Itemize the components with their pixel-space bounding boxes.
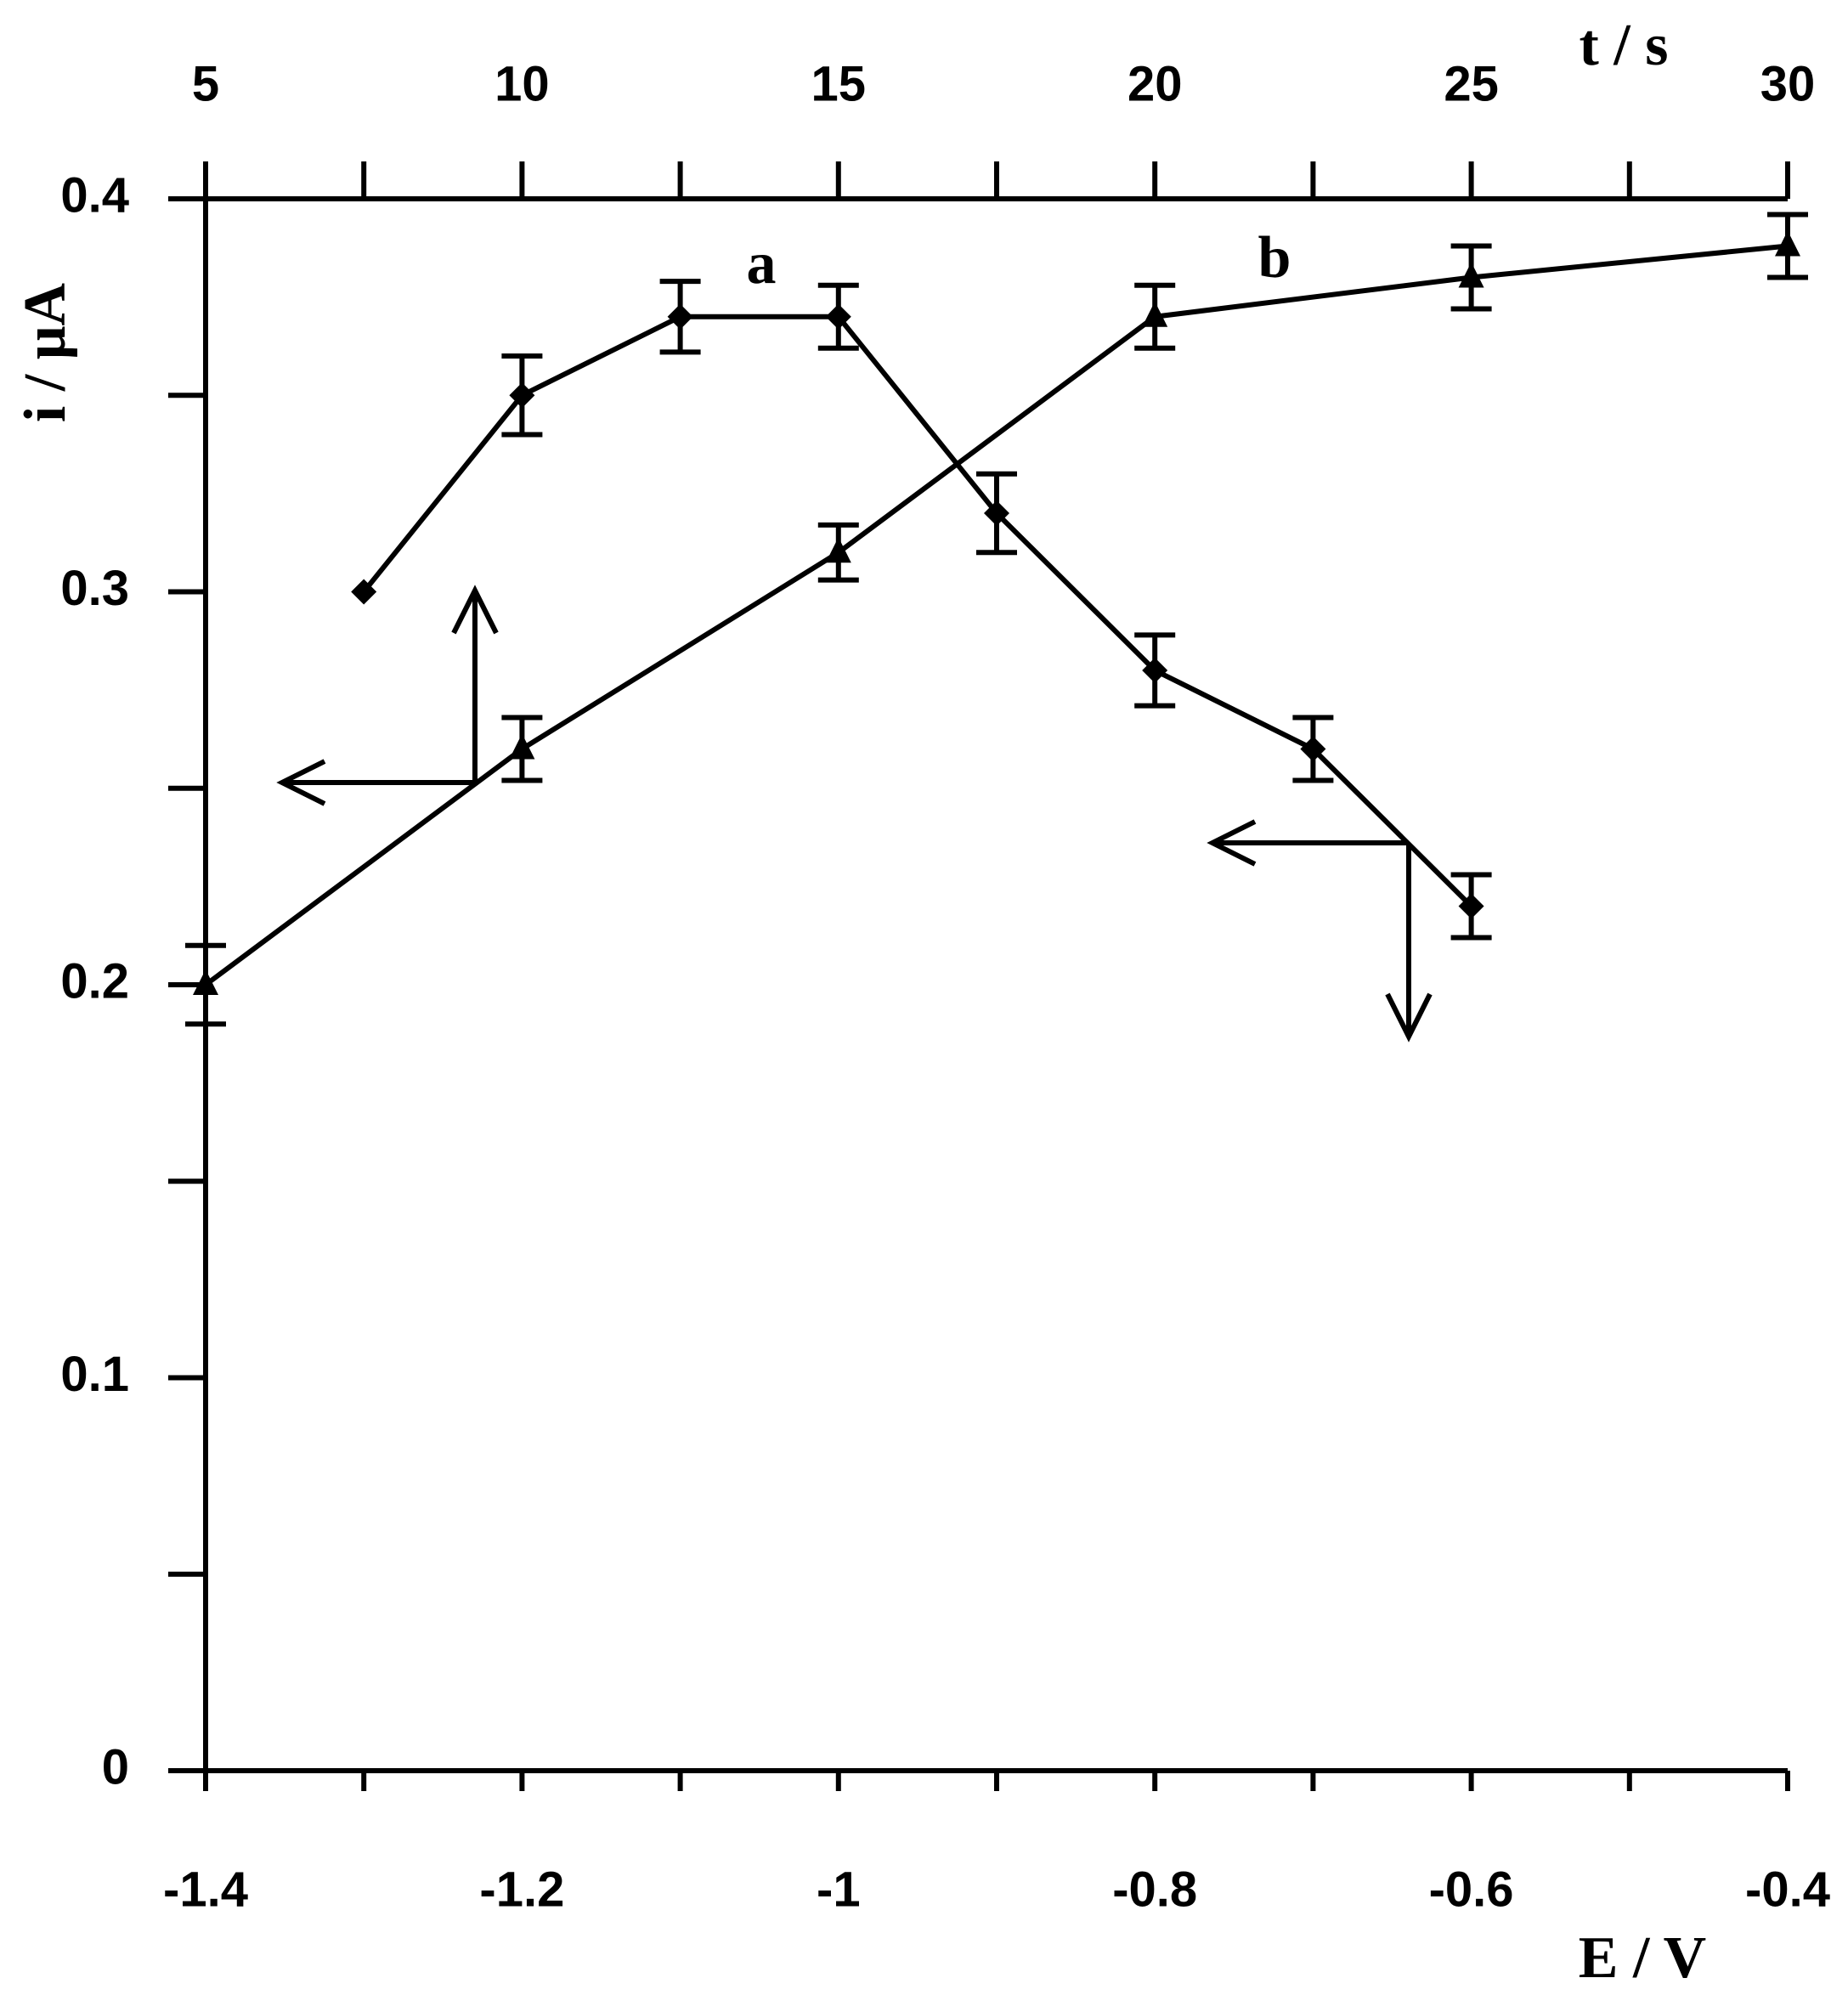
marker [1142, 658, 1168, 683]
x2-axis-title: t / s [1580, 13, 1669, 78]
x2-tick-label: 20 [1127, 56, 1183, 111]
y-axis-title: i / μA [13, 282, 78, 422]
marker [984, 500, 1009, 526]
arrow [1207, 819, 1433, 1043]
y-tick-label: 0.4 [60, 167, 129, 223]
marker [509, 733, 535, 760]
marker [509, 382, 535, 409]
marker [1775, 230, 1800, 257]
marker [1142, 301, 1168, 327]
x2-tick-label: 5 [192, 56, 219, 111]
x-tick-label: -0.4 [1745, 1862, 1830, 1917]
marker [1458, 262, 1484, 288]
x-tick-label: -1.2 [479, 1862, 564, 1917]
marker [193, 969, 218, 995]
x2-tick-label: 30 [1760, 56, 1816, 111]
marker [1300, 736, 1326, 762]
y-tick-label: 0.1 [60, 1347, 129, 1402]
y-tick-label: 0.2 [60, 953, 129, 1009]
x-axis-title: E / V [1579, 1925, 1706, 1991]
marker [667, 303, 693, 330]
y-tick-label: 0 [102, 1739, 129, 1794]
annotation: b [1258, 225, 1291, 291]
x-tick-label: -1.4 [163, 1862, 248, 1917]
y-tick-label: 0.3 [60, 561, 129, 616]
annotation: a [747, 231, 777, 297]
marker [825, 303, 851, 330]
x2-tick-label: 10 [494, 56, 550, 111]
marker [1458, 893, 1484, 919]
series-line [204, 243, 1789, 987]
x2-tick-label: 15 [811, 56, 867, 111]
marker [351, 579, 377, 605]
x2-tick-label: 25 [1444, 56, 1499, 111]
x-tick-label: -0.8 [1112, 1862, 1197, 1917]
marker [825, 537, 851, 563]
x-tick-label: -1 [817, 1862, 861, 1917]
series-line [361, 314, 1473, 908]
x-tick-label: -0.6 [1429, 1862, 1514, 1917]
arrow [276, 585, 499, 806]
